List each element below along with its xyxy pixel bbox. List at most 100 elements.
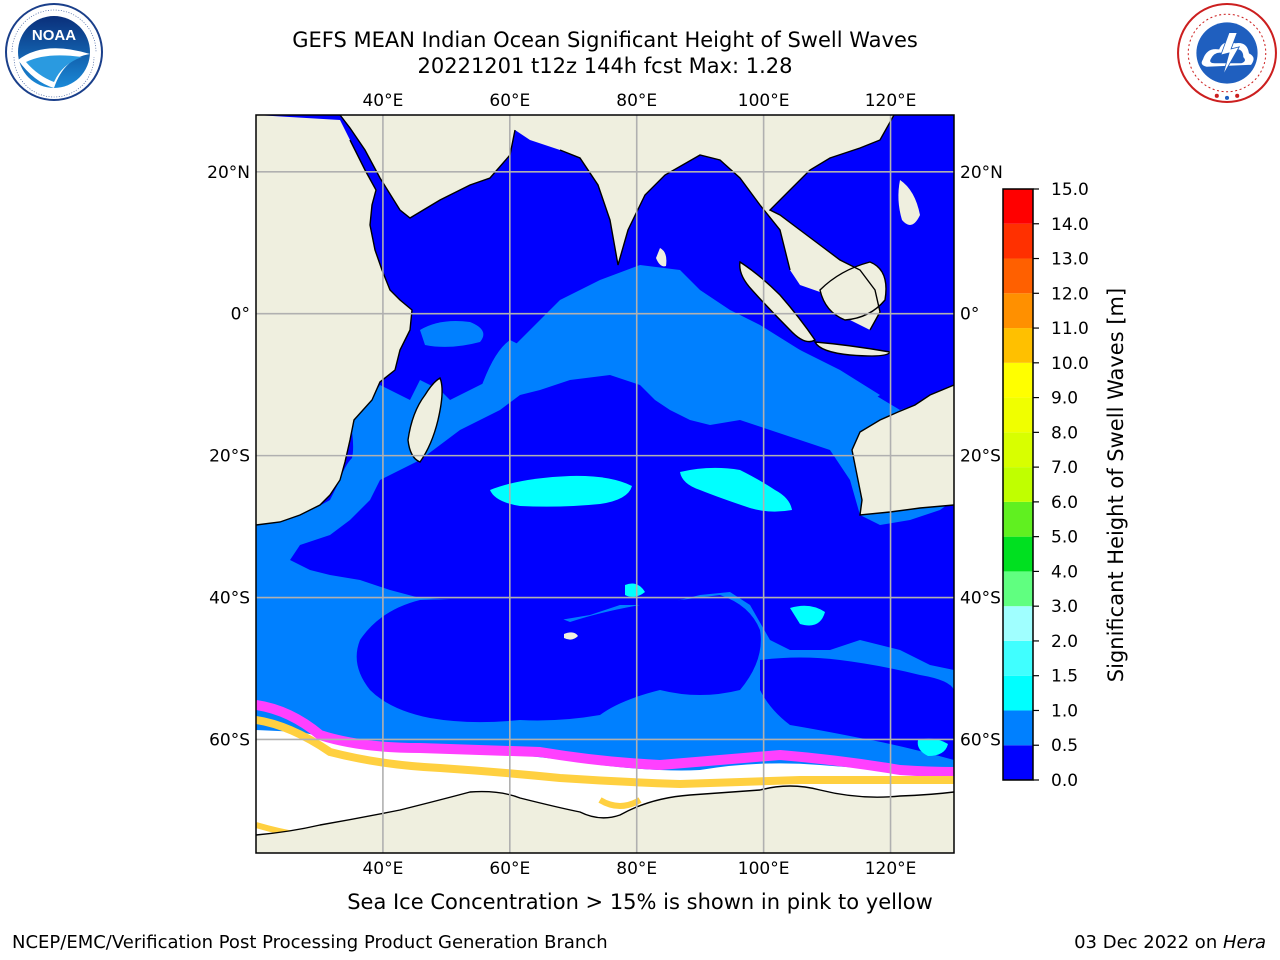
colorbar-segment [1003,467,1033,502]
colorbar-tick-label: 7.0 [1051,458,1078,478]
land-kerguelen [564,632,578,640]
colorbar-segment [1003,606,1033,641]
ice-edge-yellow [256,716,954,789]
colorbar-tick-label: 1.5 [1051,667,1078,687]
map-title-line2: 20221201 t12z 144h fcst Max: 1.28 [417,54,793,78]
colorbar-segment [1003,571,1033,607]
colorbar-tick-label: 12.0 [1051,284,1089,304]
lon-tick-label: 60°E [489,91,530,111]
lon-labels-top: 40°E 60°E 80°E 100°E 120°E [362,91,916,111]
colorbar-tick-label: 3.0 [1051,597,1078,617]
colorbar-segment [1003,189,1033,224]
swell-band-10-15-patch4 [917,738,948,756]
footer-credit: NCEP/EMC/Verification Post Processing Pr… [12,932,608,953]
colorbar-segment [1003,640,1033,676]
colorbar-tick-label: 1.0 [1051,701,1078,721]
colorbar-tick-label: 5.0 [1051,528,1078,548]
land-borneo [820,262,886,320]
lat-tick-label-right: 20°N [960,163,1003,183]
lon-tick-label: 80°E [616,859,657,879]
colorbar-segment [1003,293,1033,329]
colorbar-tick-label: 0.0 [1051,771,1078,791]
colorbar-segment [1003,432,1033,468]
colorbar-tick-label: 2.0 [1051,632,1078,652]
lat-tick-label-left: 20°S [209,447,250,467]
map-plot-area [256,115,954,853]
swell-band-05-10-equatorial [529,293,880,410]
coast-madagascar [407,376,443,463]
lat-labels-left: 20°N 0° 20°S 40°S 60°S [207,163,250,751]
colorbar-tick-label: 0.5 [1051,736,1078,756]
map-title-line1: GEFS MEAN Indian Ocean Significant Heigh… [292,28,918,52]
gridlines [256,115,954,853]
land-sumatra [739,262,815,342]
colorbar-segment [1003,258,1033,294]
colorbar-segment [1003,362,1033,398]
colorbar-segment [1003,675,1033,711]
lat-tick-label-right: 40°S [960,589,1001,609]
land-australia [852,385,954,515]
colorbar-segment [1003,745,1033,780]
noaa-logo-text: NOAA [32,27,76,44]
lon-tick-label: 80°E [616,91,657,111]
colorbar: 0.0 0.5 1.0 1.5 2.0 3.0 4.0 5.0 6.0 7.0 8.0 9.0 10.0… [1002,180,1089,791]
sea-ice-caption: Sea Ice Concentration > 15% is shown in … [347,890,933,914]
swell-band-10-15-patch5 [625,583,645,597]
lat-tick-label-right: 20°S [960,447,1001,467]
colorbar-segment [1003,397,1033,433]
lon-labels-bottom: 40°E 60°E 80°E 100°E 120°E [362,859,916,879]
lon-tick-label: 40°E [362,859,403,879]
land-madagascar [408,378,443,462]
lon-tick-label: 40°E [362,91,403,111]
nws-logo-icon [1177,3,1277,103]
colorbar-tick-label: 14.0 [1051,215,1089,235]
lat-tick-label-left: 40°S [209,589,250,609]
colorbar-segment [1003,536,1033,572]
coast-java [813,341,891,357]
colorbar-tick-label: 8.0 [1051,423,1078,443]
lat-tick-label-left: 0° [231,305,250,325]
colorbar-frame [1002,188,1034,781]
lon-tick-label: 100°E [738,859,790,879]
colorbar-segment [1003,501,1033,537]
coast-southeast-asia [768,115,895,331]
land-java [815,342,890,356]
coast-sumatra [739,260,816,343]
colorbar-tick-label: 10.0 [1051,354,1089,374]
lon-tick-label: 100°E [738,91,790,111]
lat-tick-label-right: 0° [960,305,979,325]
footer-host: Hera [1222,932,1266,953]
colorbar-tick-label: 9.0 [1051,389,1078,409]
swell-band-0-05-se [760,657,954,760]
swell-band-10-15-patch3 [790,605,825,626]
lat-tick-label-right: 60°S [960,730,1001,750]
colorbar-tick-label: 6.0 [1051,493,1078,513]
swell-band-05-10-west-patch [420,321,484,347]
lat-labels-right: 20°N 0° 20°S 40°S 60°S [960,163,1003,751]
coastlines [256,115,954,836]
swell-band-0-05-south [356,595,761,723]
lon-tick-label: 120°E [865,91,917,111]
lon-tick-label: 60°E [489,859,530,879]
footer-date-text: 03 Dec 2022 on [1074,932,1223,953]
colorbar-segment [1003,710,1033,746]
lat-tick-label-left: 60°S [209,730,250,750]
colorbar-tick-label: 4.0 [1051,562,1078,582]
lon-tick-label: 120°E [865,859,917,879]
colorbar-tick-label: 15.0 [1051,180,1089,200]
footer-date: 03 Dec 2022 on Hera [1074,932,1266,953]
colorbar-segment [1003,223,1033,259]
map-frame [255,114,955,854]
coast-india [559,149,791,271]
land-sri-lanka [656,248,667,267]
colorbar-tick-label: 11.0 [1051,319,1089,339]
colorbar-label-text: Significant Height of Swell Waves [m] [1104,287,1128,683]
lat-tick-label-left: 20°N [207,163,250,183]
coast-antarctica [256,785,954,836]
coast-east-africa [339,115,516,219]
colorbar-segment [1003,328,1033,363]
swell-band-10-15-patch1 [490,475,632,507]
coast-africa-west [256,139,413,526]
noaa-logo-icon: NOAA [5,3,103,101]
